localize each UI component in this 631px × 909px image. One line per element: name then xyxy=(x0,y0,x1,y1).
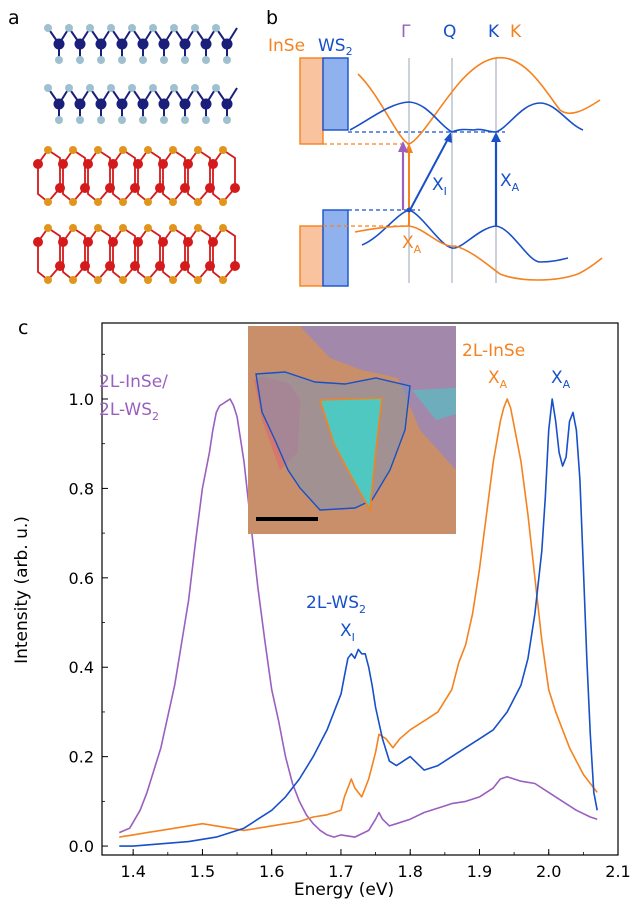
inse-conduction-band xyxy=(357,56,601,145)
xa-ws2-label: XA xyxy=(500,171,520,194)
ws2-peak-label: 2L-WS2 xyxy=(306,593,366,616)
purple-spectrum-line xyxy=(118,398,598,838)
inse-valence-band xyxy=(354,225,603,281)
k-orange-label: K xyxy=(510,22,522,42)
pl-spectrum-plot: 1.4 1.5 1.6 1.7 1.8 1.9 2.0 2.1 0.0 0.2 0.4 0.6 0.8 1… xyxy=(12,322,631,900)
orange-spectrum-line xyxy=(119,398,598,838)
inse-xa-label: XA xyxy=(488,368,508,391)
x-tick-label: 1.9 xyxy=(467,862,492,881)
y-tick-label: 0.0 xyxy=(69,837,94,856)
panel-c-label: c xyxy=(18,317,28,339)
x-tick-label: 1.4 xyxy=(120,862,145,881)
band-diagram: InSe WS2 Γ Q K K XA XI XA xyxy=(268,22,603,287)
panel-a-label: a xyxy=(8,7,20,29)
inse-peak-label: 2L-InSe xyxy=(462,341,525,361)
xi-arrowhead xyxy=(444,132,452,143)
xa-ws2-arrowhead xyxy=(491,132,501,142)
ws2-layer-2 xyxy=(44,84,238,124)
purple-label-line2: 2L-WS2 xyxy=(99,400,159,423)
y-tick-label: 0.2 xyxy=(69,748,94,767)
purple-arrowhead xyxy=(398,141,408,152)
y-tick-label: 0.8 xyxy=(69,479,94,498)
xa-orange-label: XA xyxy=(402,233,422,256)
purple-label-line1: 2L-InSe/ xyxy=(99,372,168,392)
xi-label: XI xyxy=(432,175,447,198)
inse-layer-1 xyxy=(33,146,240,206)
spectrum-lines xyxy=(118,398,598,847)
panel-b-label: b xyxy=(266,7,278,29)
ws2-xi-label: XI xyxy=(340,621,355,644)
xi-arrow xyxy=(409,136,450,211)
inset-inse-flake xyxy=(318,397,383,513)
ws2-label: WS2 xyxy=(318,36,353,58)
ws2-valence-block xyxy=(322,209,349,287)
ws2-vbm-dot xyxy=(406,207,412,213)
ws2-valence-band xyxy=(361,209,569,263)
ws2-conduction-block xyxy=(322,57,349,131)
x-axis-label: Energy (eV) xyxy=(294,880,394,900)
optical-micrograph-inset xyxy=(248,326,456,534)
y-tick-label: 0.6 xyxy=(69,569,94,588)
ws2-layer-1 xyxy=(44,24,238,64)
x-tick-label: 2.1 xyxy=(605,862,630,881)
inset-purple-region xyxy=(300,326,456,470)
y-tick-label: 1.0 xyxy=(69,390,94,409)
x-tick-label: 1.5 xyxy=(190,862,215,881)
inse-label: InSe xyxy=(268,36,305,56)
ws2-xa-label: XA xyxy=(551,368,571,391)
x-tick-label: 2.0 xyxy=(536,862,561,881)
x-tick-label: 1.7 xyxy=(328,862,353,881)
q-label: Q xyxy=(443,22,456,42)
x-tick-label: 1.8 xyxy=(397,862,422,881)
x-tick-label: 1.6 xyxy=(259,862,284,881)
inse-conduction-block xyxy=(299,57,324,145)
plot-frame xyxy=(101,322,619,856)
k-blue-label: K xyxy=(488,22,500,42)
inse-valence-block xyxy=(299,225,324,287)
inse-layer-2 xyxy=(33,224,240,284)
gamma-label: Γ xyxy=(401,22,411,42)
ws2-conduction-band xyxy=(349,101,584,133)
axis-ticks: 1.4 1.5 1.6 1.7 1.8 1.9 2.0 2.1 0.0 0.2 0.4 0.6 0.8 1… xyxy=(69,353,631,881)
crystal-structure-illustration xyxy=(33,24,240,284)
blue-spectrum-line xyxy=(119,398,598,847)
inset-side-flake xyxy=(412,388,456,420)
y-axis-label: Intensity (arb. u.) xyxy=(12,516,32,664)
y-tick-label: 0.4 xyxy=(69,658,94,677)
